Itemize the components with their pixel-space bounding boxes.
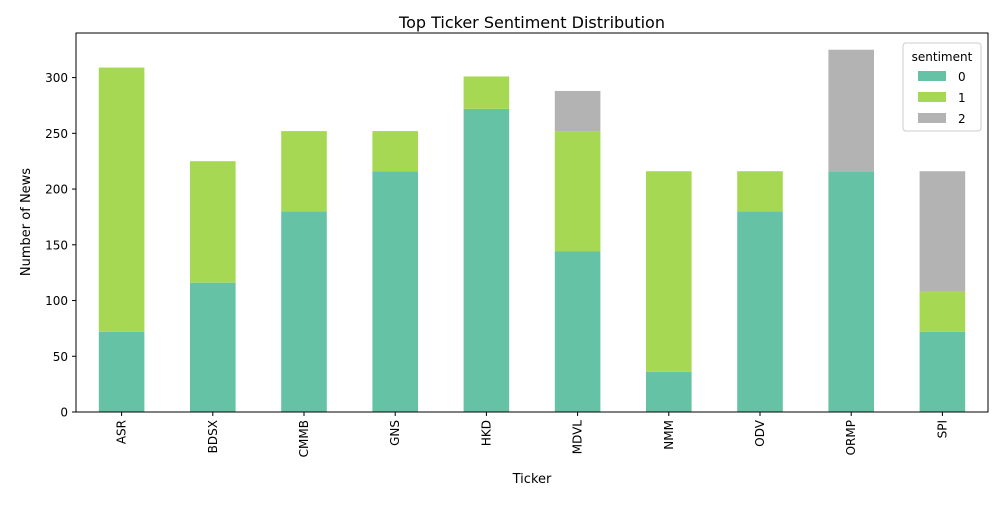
legend-label-2: 2 [958, 112, 966, 126]
bar-segment-cmmb-sentiment-0 [281, 211, 327, 412]
x-tick-label-nmm: NMM [662, 420, 676, 450]
legend-label-0: 0 [958, 70, 966, 84]
bars-group [98, 49, 966, 413]
x-tick-label-asr: ASR [115, 420, 129, 444]
legend-label-1: 1 [958, 91, 966, 105]
bar-segment-hkd-sentiment-1 [463, 76, 510, 109]
bar-segment-ormp-sentiment-0 [828, 171, 874, 412]
bar-segment-nmm-sentiment-0 [646, 371, 692, 412]
x-tick-label-spi: SPI [935, 420, 949, 438]
y-axis-label: Number of News [19, 168, 34, 276]
x-tick-label-bdsx: BDSX [206, 420, 220, 453]
legend-swatch-2 [918, 113, 946, 123]
axes-group: ASR BDSX CMMB GNS HKD MDVL NMM ODV ORMP SPI 0 50 100… [45, 32, 989, 457]
plot-frame [75, 32, 989, 413]
bar-segment-odv-sentiment-1 [737, 171, 783, 212]
bar-segment-asr-sentiment-1 [98, 67, 145, 332]
y-tick-label: 300 [45, 71, 68, 85]
chart-title: Top Ticker Sentiment Distribution [398, 13, 665, 32]
y-tick-label: 0 [60, 406, 68, 420]
y-tick-label: 250 [45, 127, 68, 141]
legend-title: sentiment [912, 50, 973, 64]
bar-segment-spi-sentiment-1 [919, 291, 966, 332]
bar-segment-hkd-sentiment-0 [463, 108, 510, 413]
bar-segment-nmm-sentiment-1 [646, 171, 692, 372]
x-tick-label-odv: ODV [753, 419, 767, 446]
legend-box [902, 42, 982, 132]
legend-swatch-1 [918, 92, 946, 102]
bar-segment-bdsx-sentiment-1 [190, 161, 236, 283]
x-tick-label-cmmb: CMMB [297, 420, 311, 457]
bar-segment-spi-sentiment-2 [919, 171, 966, 292]
x-axis-label: Ticker [512, 472, 552, 487]
bar-segment-cmmb-sentiment-1 [281, 131, 327, 212]
bar-segment-asr-sentiment-0 [98, 331, 145, 412]
bar-segment-mdvl-sentiment-0 [554, 251, 601, 412]
bar-segment-mdvl-sentiment-1 [554, 131, 601, 252]
x-tick-label-ormp: ORMP [844, 420, 858, 455]
x-tick-label-gns: GNS [388, 420, 402, 446]
bar-segment-gns-sentiment-0 [372, 171, 418, 412]
x-tick-label-hkd: HKD [479, 420, 493, 446]
y-tick-label: 100 [45, 294, 68, 308]
bar-segment-spi-sentiment-0 [919, 331, 966, 412]
bar-segment-mdvl-sentiment-2 [554, 90, 601, 132]
y-tick-label: 150 [45, 238, 68, 252]
y-tick-label: 200 [45, 183, 68, 197]
legend: sentiment 0 1 2 [902, 42, 982, 132]
bar-segment-gns-sentiment-1 [372, 131, 418, 172]
y-tick-label: 50 [53, 350, 68, 364]
x-tick-label-mdvl: MDVL [571, 420, 585, 455]
legend-swatch-0 [918, 71, 946, 81]
bar-segment-ormp-sentiment-2 [828, 49, 874, 172]
bar-segment-odv-sentiment-0 [737, 211, 783, 412]
bar-segment-bdsx-sentiment-0 [190, 282, 236, 412]
